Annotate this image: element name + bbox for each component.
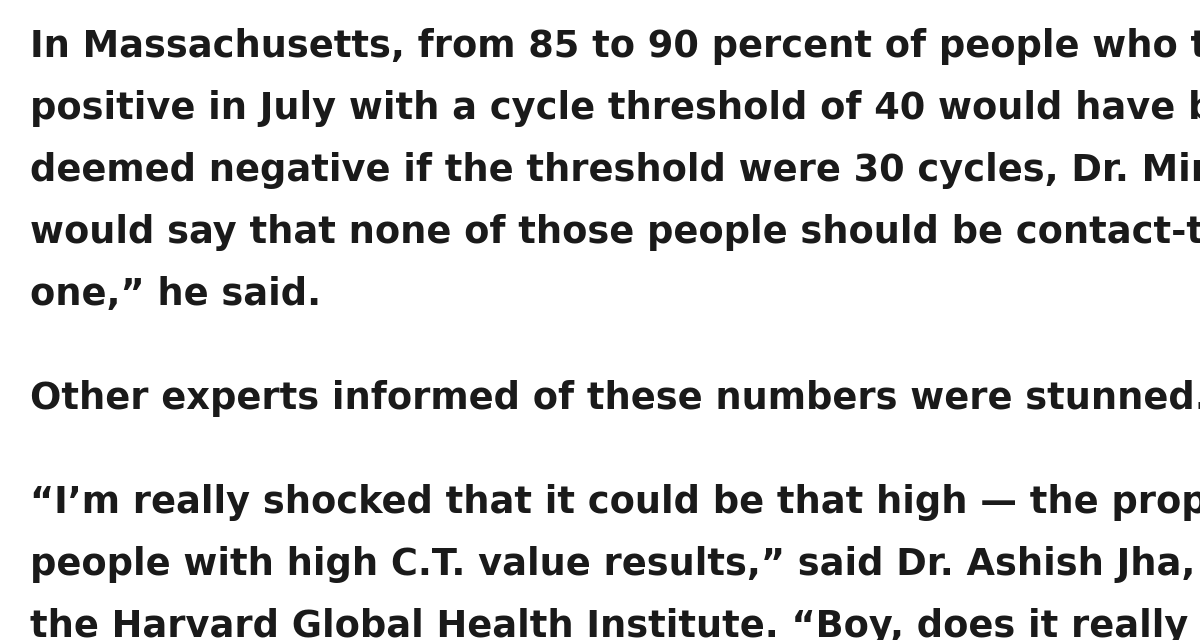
Text: people with high C.T. value results,” said Dr. Ashish Jha, director of: people with high C.T. value results,” sa…: [30, 546, 1200, 583]
Text: positive in July with a cycle threshold of 40 would have been: positive in July with a cycle threshold …: [30, 90, 1200, 127]
Text: deemed negative if the threshold were 30 cycles, Dr. Mina said. “I: deemed negative if the threshold were 30…: [30, 152, 1200, 189]
Text: would say that none of those people should be contact-traced, not: would say that none of those people shou…: [30, 214, 1200, 251]
Text: Other experts informed of these numbers were stunned.: Other experts informed of these numbers …: [30, 380, 1200, 417]
Text: “I’m really shocked that it could be that high — the proportion of: “I’m really shocked that it could be tha…: [30, 484, 1200, 521]
Text: one,” he said.: one,” he said.: [30, 276, 322, 313]
Text: the Harvard Global Health Institute. “Boy, does it really change the: the Harvard Global Health Institute. “Bo…: [30, 608, 1200, 640]
Text: In Massachusetts, from 85 to 90 percent of people who tested: In Massachusetts, from 85 to 90 percent …: [30, 28, 1200, 65]
